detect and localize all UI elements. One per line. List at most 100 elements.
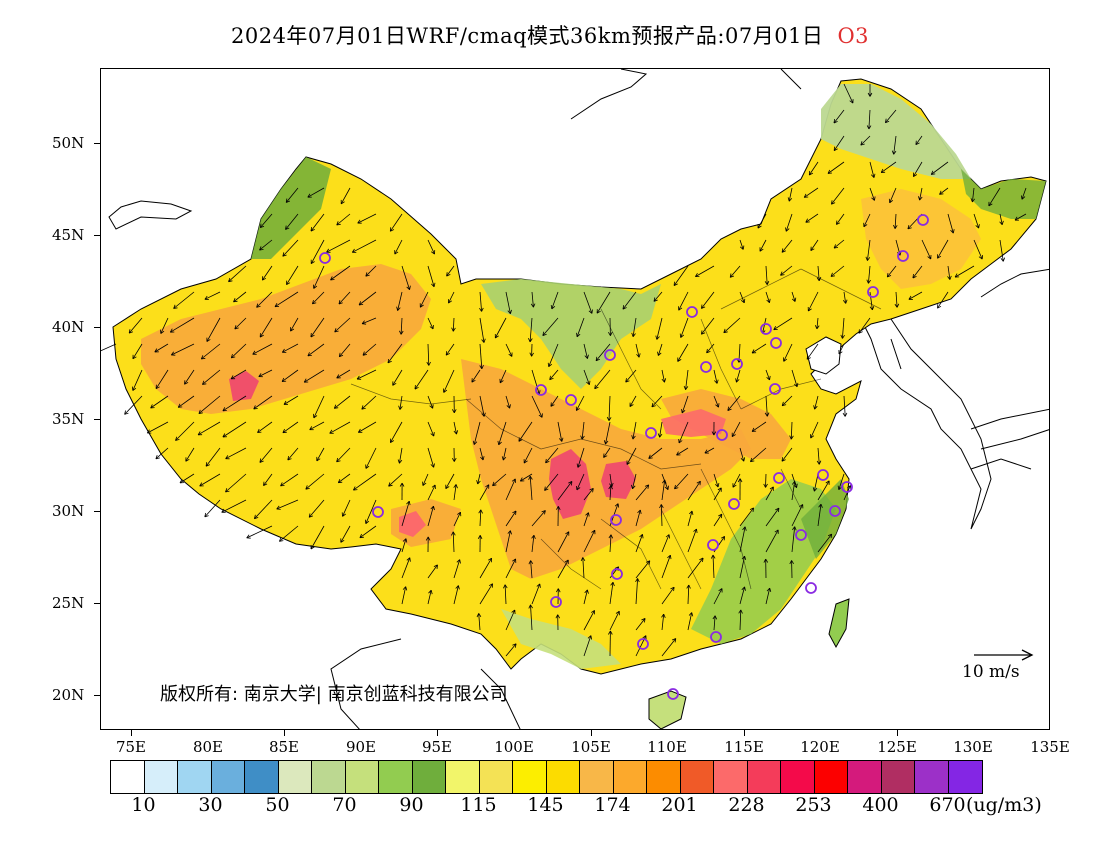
- wind-arrow-head: [701, 330, 703, 335]
- wind-arrow-head: [635, 578, 638, 583]
- wind-arrow-head: [744, 526, 747, 531]
- wind-arrow-head: [530, 604, 533, 609]
- city-station-marker: [667, 688, 679, 700]
- lon-label-120e: 120E: [800, 738, 840, 756]
- wind-arrow-head: [606, 416, 610, 421]
- wind-arrow-head: [425, 536, 429, 541]
- wind-arrow-head: [365, 272, 368, 277]
- lon-tick: [437, 730, 438, 736]
- wind-arrow: [660, 504, 663, 527]
- wind-arrow: [479, 484, 490, 501]
- wind-arrow: [791, 473, 797, 488]
- wind-arrow-head: [660, 504, 664, 509]
- wind-arrow: [312, 291, 325, 305]
- wind-arrow-head: [307, 355, 312, 357]
- wind-arrow-head: [863, 224, 868, 228]
- wind-arrow-head: [886, 273, 889, 278]
- wind-arrow-head: [833, 118, 835, 124]
- wind-arrow: [583, 488, 594, 501]
- wind-arrow-head: [178, 406, 183, 408]
- wind-arrow-head: [387, 358, 389, 363]
- wind-arrow-head: [336, 460, 341, 463]
- wind-arrow: [453, 585, 459, 605]
- wind-arrow-head: [397, 459, 400, 464]
- wind-arrow-head: [399, 482, 403, 487]
- wind-arrow-head: [589, 488, 594, 491]
- wind-arrow-head: [365, 520, 370, 525]
- wind-arrow-head: [550, 404, 555, 407]
- wind-arrow: [287, 447, 299, 461]
- wind-arrow: [199, 473, 221, 487]
- wind-arrow-head: [723, 328, 726, 333]
- wind-arrow: [765, 395, 768, 417]
- lon-label-95e: 95E: [421, 738, 453, 756]
- wind-arrow-head: [529, 338, 533, 343]
- wind-arrow: [648, 447, 663, 459]
- wind-arrow: [448, 291, 455, 304]
- wind-arrow: [473, 421, 481, 445]
- wind-arrow-head: [340, 201, 345, 205]
- wind-arrow-head: [594, 384, 596, 389]
- wind-arrow-head: [528, 338, 531, 343]
- wind-arrow-head: [557, 588, 561, 593]
- wind-arrow-head: [789, 435, 792, 440]
- wind-arrow-head: [858, 329, 860, 334]
- wind-arrow-head: [693, 528, 697, 532]
- wind-arrow: [505, 643, 517, 657]
- wind-arrow-head: [763, 558, 767, 563]
- lon-label-115e: 115E: [724, 738, 764, 756]
- wind-arrow-head: [688, 612, 693, 616]
- wind-arrow-head: [840, 334, 843, 339]
- wind-arrow-head: [765, 483, 768, 488]
- wind-arrow-head: [198, 409, 201, 414]
- wind-arrow-head: [263, 481, 265, 486]
- wind-arrow-head: [362, 354, 367, 356]
- wind-arrow-head: [739, 246, 744, 250]
- wind-arrow: [356, 369, 377, 380]
- wind-arrow-head: [132, 387, 137, 391]
- wind-arrow-head: [720, 536, 725, 539]
- wind-arrow: [838, 343, 845, 355]
- wind-arrow: [723, 317, 741, 333]
- wind-arrow-head: [498, 441, 502, 446]
- wind-arrow: [427, 265, 435, 287]
- wind-arrow-head: [179, 479, 183, 484]
- wind-arrow-head: [204, 295, 208, 300]
- wind-arrow: [336, 213, 351, 226]
- wind-arrow: [427, 484, 436, 501]
- wind-arrow: [479, 557, 492, 579]
- wind-arrow: [609, 473, 613, 487]
- wind-arrow-head: [711, 431, 715, 436]
- wind-arrow-head: [536, 583, 541, 587]
- wind-arrow-head: [676, 451, 679, 456]
- wind-arrow-head: [459, 559, 461, 564]
- city-station-marker: [773, 472, 785, 484]
- wind-arrow-head: [893, 150, 897, 155]
- wind-arrow-head: [488, 583, 493, 587]
- wind-arrow: [282, 343, 299, 353]
- wind-arrow-head: [359, 304, 364, 306]
- legend-swatch: [144, 761, 178, 793]
- wind-arrow: [307, 343, 325, 357]
- wind-arrow: [147, 421, 169, 434]
- city-station-marker: [611, 568, 623, 580]
- wind-arrow: [785, 213, 793, 232]
- wind-arrow: [781, 447, 793, 462]
- wind-arrow-head: [185, 458, 190, 462]
- zone-north-plain-orange: [661, 389, 791, 459]
- wind-arrow: [1021, 187, 1027, 200]
- wind-arrow: [365, 447, 377, 469]
- wind-arrow-head: [124, 410, 126, 415]
- wind-arrow-head: [717, 483, 720, 488]
- wind-arrow-head: [504, 584, 508, 589]
- wind-arrow: [868, 109, 871, 130]
- wind-arrow-head: [608, 417, 612, 421]
- zone-tibet-high: [399, 511, 426, 537]
- wind-arrow: [132, 343, 143, 360]
- wind-arrow: [233, 291, 247, 303]
- wind-arrow-head: [430, 590, 433, 595]
- wind-arrow: [400, 317, 403, 335]
- wind-arrow-head: [794, 383, 798, 388]
- wind-arrow: [222, 395, 247, 412]
- wind-arrow: [353, 473, 377, 491]
